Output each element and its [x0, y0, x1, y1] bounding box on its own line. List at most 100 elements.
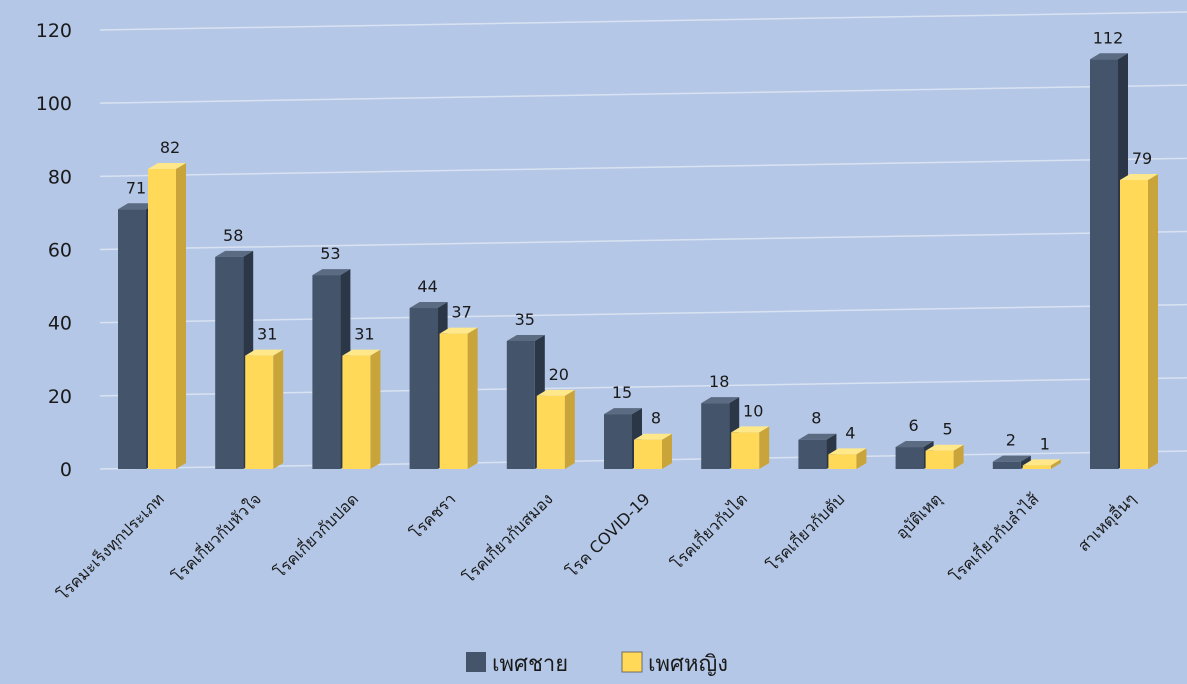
- bar-top: [245, 349, 284, 356]
- data-label-male: 6: [909, 416, 919, 435]
- bar-top: [1120, 173, 1158, 180]
- x-axis: โรคมะเร็งทุกประเภท โรคเกี่ยวกับหัวใจ โรคเก…: [53, 488, 1141, 605]
- bar-front: [1120, 179, 1148, 469]
- legend-item-female: เพศหญิง: [621, 651, 728, 677]
- data-label-male: 15: [612, 383, 632, 402]
- bar-female: [536, 389, 575, 469]
- legend-label: เพศชาย: [492, 652, 568, 677]
- bar-front: [215, 256, 244, 469]
- x-tick-label: สาเหตุอื่นๆ: [1072, 488, 1140, 556]
- x-tick-label: โรคเกี่ยวกับสมอง: [458, 488, 557, 587]
- x-tick-label: โรคเกี่ยวกับไต: [666, 488, 751, 573]
- bar-top: [215, 250, 254, 257]
- bar-side: [759, 426, 770, 469]
- data-labels: 71 82 58 31 53 31 44 37 35 20 15 8 18 10 8 4 6 5 2 1 112 79: [126, 28, 1152, 453]
- data-label-male: 18: [709, 372, 729, 391]
- legend-label: เพศหญิง: [648, 652, 728, 677]
- bar-front: [409, 308, 438, 469]
- bar-female: [828, 448, 867, 469]
- bar-front: [312, 275, 341, 469]
- bar-front: [342, 355, 371, 469]
- bar-top: [828, 448, 867, 455]
- bar-female: [1120, 173, 1158, 469]
- bar-front: [634, 439, 662, 469]
- bar-side: [273, 349, 284, 469]
- bar-top: [925, 444, 964, 451]
- bar-top: [1090, 53, 1128, 60]
- bar-female: [439, 327, 478, 469]
- data-label-male: 44: [417, 277, 437, 296]
- y-tick-label: 100: [36, 93, 72, 115]
- bar-side: [176, 163, 186, 469]
- bar-top: [409, 302, 448, 309]
- y-tick-label: 20: [48, 386, 72, 408]
- bar-female: [245, 349, 284, 469]
- gridline: [99, 230, 1187, 251]
- bar-side: [953, 444, 964, 469]
- bar-female: [148, 163, 186, 469]
- y-tick-label: 80: [48, 166, 72, 188]
- legend: เพศชาย เพศหญิง: [466, 651, 728, 677]
- bar-top: [798, 433, 837, 440]
- bar-front: [1090, 59, 1118, 470]
- bar-side: [370, 349, 381, 469]
- x-tick-label: โรคมะเร็งทุกประเภท: [53, 489, 169, 605]
- bar-female: [342, 349, 381, 469]
- bars: [118, 53, 1158, 470]
- bar-side: [564, 389, 575, 469]
- gridline: [99, 157, 1187, 178]
- legend-item-male: เพศชาย: [466, 652, 568, 677]
- y-tick-label: 60: [48, 240, 72, 262]
- data-label-male: 53: [320, 244, 340, 263]
- bar-front: [895, 447, 924, 469]
- data-label-female: 31: [257, 325, 277, 344]
- bar-female: [634, 433, 672, 469]
- bar-top: [118, 203, 156, 210]
- legend-swatch: [466, 652, 486, 672]
- bar-side: [467, 327, 478, 469]
- bar-female: [731, 426, 770, 469]
- y-tick-label: 40: [48, 313, 72, 335]
- bar-top: [895, 441, 934, 448]
- bar-female: [925, 444, 964, 469]
- bar-top: [506, 334, 545, 341]
- data-label-female: 20: [549, 365, 569, 384]
- bar-top: [312, 269, 351, 276]
- bar-front: [731, 432, 760, 469]
- bar-top: [439, 327, 478, 334]
- bar-front: [118, 209, 146, 469]
- data-label-female: 8: [651, 409, 661, 428]
- bar-side: [1148, 173, 1158, 469]
- bar-top: [604, 408, 642, 415]
- data-label-male: 35: [515, 310, 535, 329]
- y-tick-label: 120: [36, 20, 72, 42]
- gridline: [99, 84, 1187, 104]
- x-tick-label: โรคเกี่ยวกับปอด: [269, 488, 363, 582]
- y-tick-label: 0: [60, 459, 72, 481]
- bar-front: [992, 461, 1021, 469]
- data-label-male: 2: [1006, 431, 1016, 450]
- data-label-female: 1: [1040, 434, 1050, 453]
- bar-top: [148, 163, 186, 170]
- bar-top: [701, 397, 740, 404]
- gridline: [99, 303, 1187, 324]
- bar-side: [662, 433, 672, 469]
- x-tick-label: โรค COVID-19: [562, 489, 654, 581]
- bar-top: [1022, 459, 1061, 466]
- bar-front: [604, 414, 632, 469]
- bar-front: [506, 340, 535, 469]
- x-tick-label: อุบัติเหตุ: [892, 489, 946, 543]
- bar-front: [536, 395, 565, 469]
- bar-front: [1022, 465, 1051, 469]
- bar-side: [1050, 459, 1061, 469]
- data-label-female: 37: [451, 303, 471, 322]
- x-tick-label: โรคชรา: [406, 489, 459, 542]
- data-label-female: 4: [845, 423, 855, 442]
- data-label-male: 112: [1093, 28, 1124, 47]
- bar-top: [536, 389, 575, 396]
- bar-side: [856, 448, 867, 469]
- data-label-male: 71: [126, 178, 146, 197]
- bar-top: [634, 433, 672, 440]
- data-label-female: 5: [943, 420, 953, 439]
